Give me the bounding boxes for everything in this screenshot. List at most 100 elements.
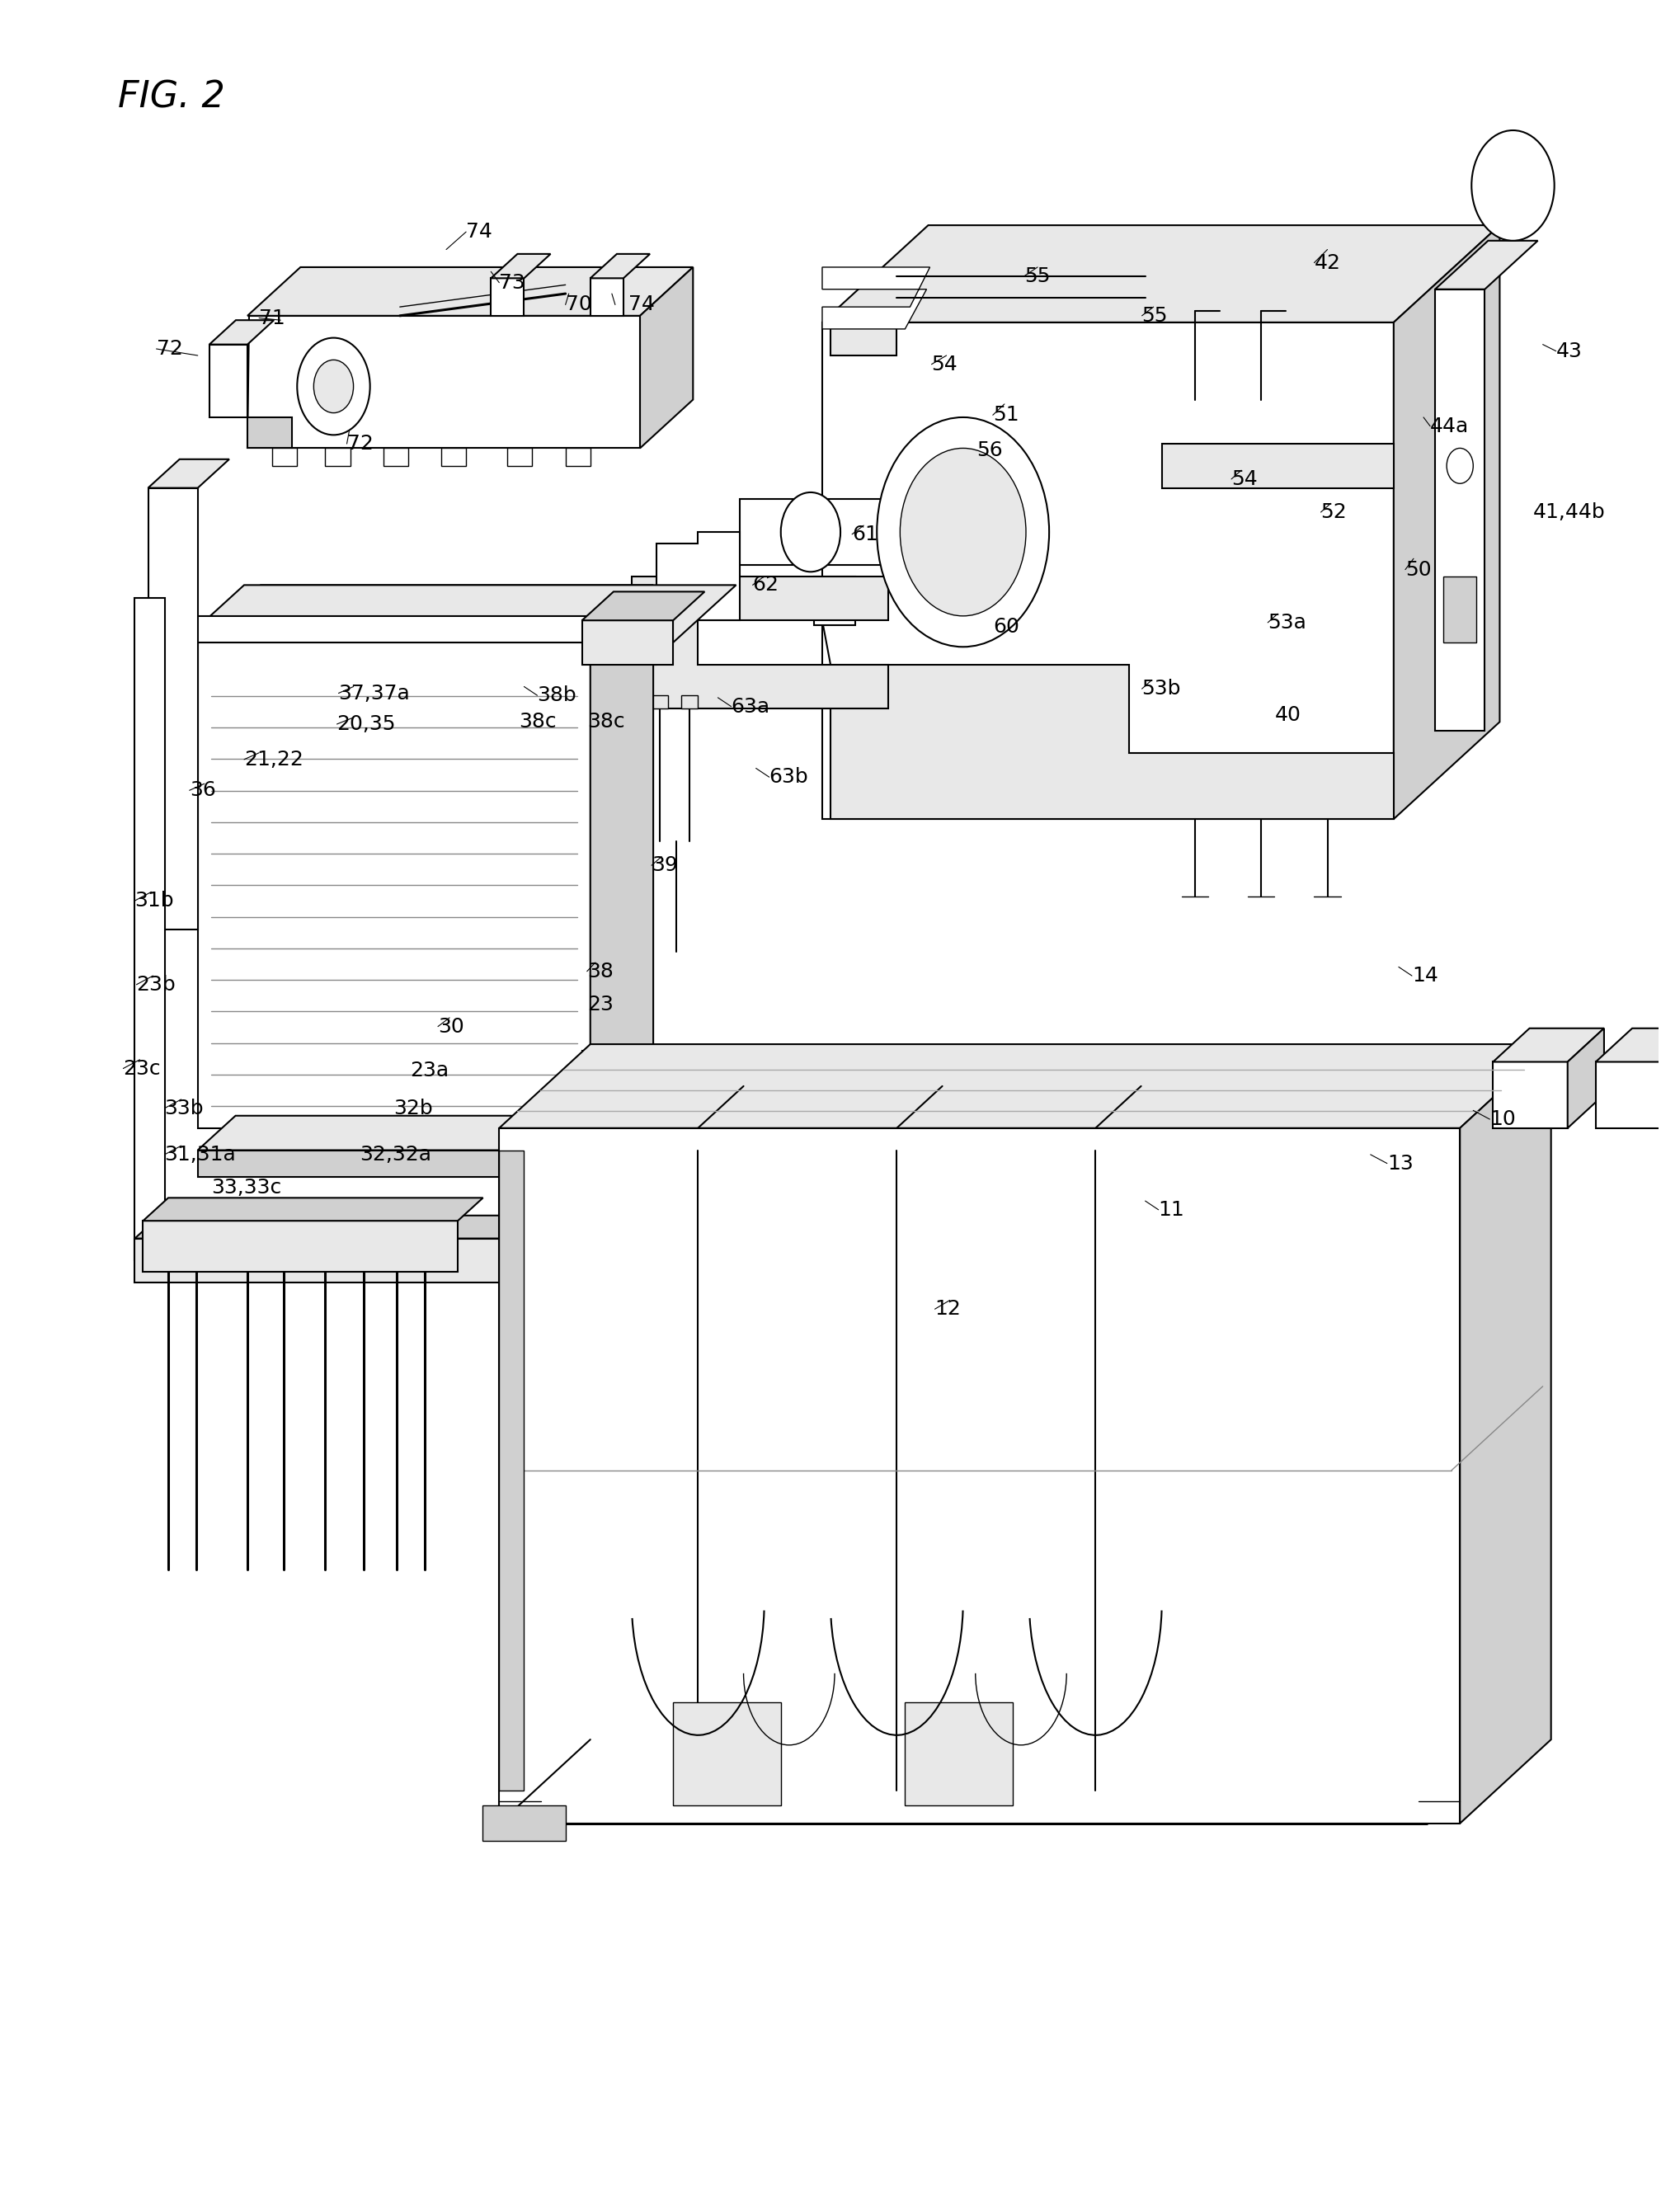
Text: 71: 71 [259, 307, 286, 327]
Polygon shape [590, 279, 623, 316]
Polygon shape [631, 575, 889, 708]
Polygon shape [500, 1044, 1551, 1128]
Text: 41,44b: 41,44b [1533, 502, 1605, 522]
Circle shape [900, 449, 1026, 615]
Text: 50: 50 [1405, 560, 1432, 580]
Text: FIG. 2: FIG. 2 [118, 80, 226, 115]
Polygon shape [198, 641, 590, 1128]
Text: 42: 42 [1314, 252, 1340, 272]
Polygon shape [590, 584, 653, 1128]
Polygon shape [1596, 1062, 1661, 1128]
Polygon shape [651, 695, 668, 708]
Polygon shape [135, 1239, 623, 1283]
Text: 39: 39 [651, 856, 678, 876]
Polygon shape [181, 615, 673, 641]
Text: 20,35: 20,35 [337, 714, 395, 734]
Text: 23c: 23c [123, 1060, 161, 1079]
Polygon shape [389, 1243, 405, 1265]
Polygon shape [1460, 1044, 1551, 1823]
Polygon shape [188, 1243, 204, 1265]
Text: 31b: 31b [135, 891, 174, 911]
Text: 73: 73 [500, 272, 525, 292]
Text: 31,31a: 31,31a [164, 1144, 236, 1164]
Text: 23b: 23b [136, 975, 176, 995]
Circle shape [1447, 449, 1473, 484]
Polygon shape [508, 449, 532, 467]
Polygon shape [198, 584, 653, 641]
Polygon shape [198, 1115, 628, 1150]
Polygon shape [639, 268, 693, 449]
Polygon shape [384, 449, 409, 467]
Polygon shape [492, 279, 525, 316]
Polygon shape [1493, 1062, 1568, 1128]
Polygon shape [417, 1243, 434, 1265]
Polygon shape [822, 226, 1500, 323]
Text: 53a: 53a [1267, 613, 1307, 633]
Polygon shape [272, 449, 297, 467]
Polygon shape [239, 1243, 256, 1265]
Text: 12: 12 [935, 1298, 962, 1318]
Text: 51: 51 [993, 405, 1018, 425]
Polygon shape [565, 449, 590, 467]
Polygon shape [681, 695, 698, 708]
Circle shape [1472, 131, 1555, 241]
Polygon shape [590, 254, 649, 279]
Text: 52: 52 [1320, 502, 1347, 522]
Text: 43: 43 [1556, 341, 1583, 361]
Text: 63a: 63a [731, 697, 771, 717]
Text: 54: 54 [1231, 469, 1257, 489]
Polygon shape [135, 1214, 649, 1239]
Text: 36: 36 [189, 781, 216, 801]
Text: 33,33c: 33,33c [211, 1177, 281, 1197]
Polygon shape [1596, 1029, 1661, 1062]
Polygon shape [673, 1701, 781, 1805]
Polygon shape [148, 489, 198, 929]
Text: 33b: 33b [164, 1099, 204, 1117]
Text: 10: 10 [1490, 1110, 1516, 1128]
Polygon shape [581, 619, 673, 664]
Text: 37,37a: 37,37a [339, 684, 410, 703]
Text: 72: 72 [156, 338, 183, 358]
Polygon shape [739, 500, 905, 566]
Polygon shape [198, 1150, 590, 1177]
Polygon shape [656, 533, 739, 619]
Polygon shape [1394, 226, 1500, 818]
Text: 11: 11 [1158, 1199, 1184, 1219]
Polygon shape [247, 316, 639, 449]
Circle shape [781, 493, 840, 573]
Text: 62: 62 [752, 575, 779, 595]
Polygon shape [483, 1805, 565, 1840]
Text: 54: 54 [932, 354, 958, 374]
Polygon shape [500, 1150, 525, 1790]
Text: 32b: 32b [394, 1099, 432, 1117]
Circle shape [297, 338, 370, 436]
Text: 38c: 38c [586, 712, 625, 732]
Polygon shape [355, 1243, 372, 1265]
Text: 63b: 63b [769, 768, 809, 787]
Text: 38c: 38c [520, 712, 556, 732]
Polygon shape [500, 1128, 1460, 1823]
Polygon shape [814, 575, 855, 624]
Polygon shape [822, 323, 1394, 818]
Polygon shape [442, 449, 467, 467]
Polygon shape [581, 1051, 631, 1172]
Text: 70: 70 [565, 294, 591, 314]
Polygon shape [581, 591, 704, 619]
Polygon shape [1493, 1029, 1605, 1062]
Polygon shape [492, 254, 550, 279]
Circle shape [314, 361, 354, 414]
Polygon shape [181, 584, 736, 641]
Text: 14: 14 [1412, 967, 1438, 987]
Text: 21,22: 21,22 [244, 750, 304, 770]
Polygon shape [276, 1243, 292, 1265]
Text: 44a: 44a [1430, 416, 1468, 436]
Polygon shape [143, 1221, 458, 1272]
Text: 13: 13 [1387, 1152, 1414, 1172]
Polygon shape [1435, 241, 1538, 290]
Text: 72: 72 [347, 434, 374, 453]
Text: 38b: 38b [537, 686, 576, 706]
Polygon shape [143, 1199, 483, 1221]
Text: 23: 23 [586, 995, 613, 1015]
Polygon shape [822, 268, 930, 330]
Circle shape [877, 418, 1050, 646]
